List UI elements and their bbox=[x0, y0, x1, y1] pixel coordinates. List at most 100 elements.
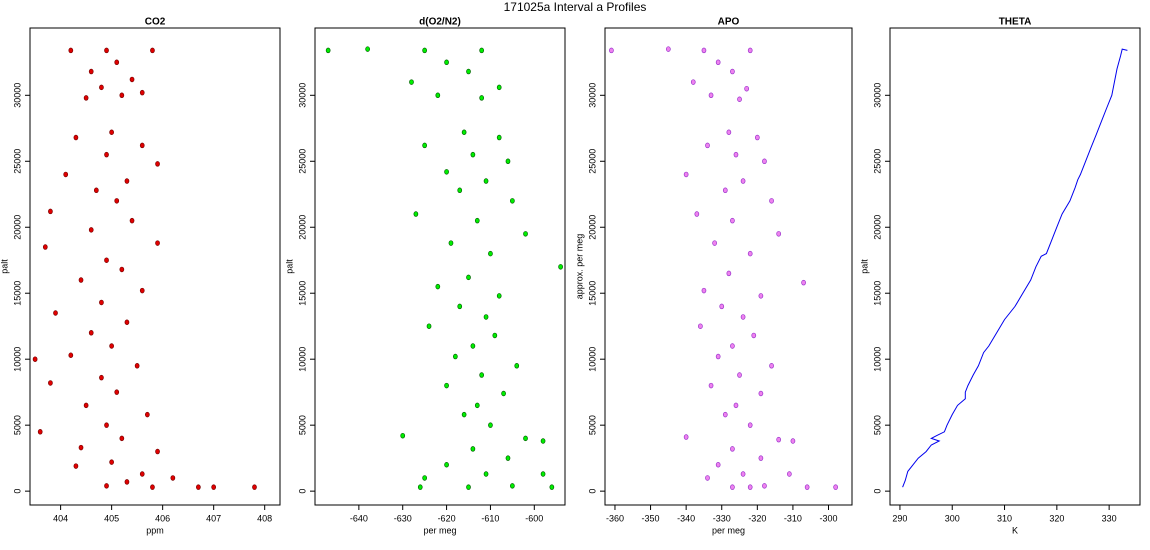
y-axis-label: approx. per meg bbox=[574, 234, 584, 300]
data-point bbox=[129, 217, 135, 224]
x-tick-label: 320 bbox=[1049, 513, 1064, 523]
data-point bbox=[83, 95, 89, 101]
data-point bbox=[470, 446, 476, 452]
data-point bbox=[448, 240, 454, 246]
x-tick-label: -340 bbox=[677, 513, 695, 523]
y-tick-label: 5000 bbox=[587, 415, 597, 435]
x-tick-label: 407 bbox=[206, 513, 221, 523]
data-point bbox=[483, 471, 489, 477]
data-point bbox=[730, 446, 735, 452]
y-tick-label: 0 bbox=[872, 489, 882, 494]
data-point bbox=[505, 455, 511, 461]
data-point bbox=[444, 169, 449, 175]
data-point bbox=[751, 332, 757, 339]
data-point bbox=[444, 462, 449, 468]
data-point bbox=[48, 380, 53, 386]
y-tick-label: 5000 bbox=[872, 415, 882, 435]
data-point bbox=[474, 217, 480, 224]
data-point bbox=[758, 455, 764, 461]
data-point bbox=[496, 84, 502, 91]
data-point bbox=[609, 47, 614, 54]
data-point bbox=[496, 293, 502, 299]
data-point bbox=[483, 178, 489, 184]
data-point bbox=[740, 178, 746, 184]
plot-frame bbox=[889, 27, 1141, 506]
data-point bbox=[523, 231, 528, 237]
data-point bbox=[726, 129, 732, 135]
data-point bbox=[747, 484, 753, 490]
panel-title: APO bbox=[718, 17, 740, 28]
panel-title: THETA bbox=[999, 17, 1032, 28]
data-point bbox=[68, 352, 74, 358]
data-point bbox=[435, 92, 441, 99]
data-point bbox=[740, 471, 746, 477]
data-point bbox=[426, 323, 432, 329]
data-point bbox=[833, 484, 838, 490]
x-tick-label: -640 bbox=[350, 513, 368, 523]
y-axis-label: palt bbox=[284, 259, 294, 274]
data-point bbox=[758, 390, 764, 397]
y-tick-label: 25000 bbox=[587, 149, 597, 174]
x-tick-label: -330 bbox=[713, 513, 731, 523]
data-point bbox=[705, 142, 710, 149]
data-point bbox=[211, 484, 217, 490]
data-point bbox=[705, 475, 710, 481]
x-tick-label: -320 bbox=[748, 513, 766, 523]
y-axis-label: palt bbox=[0, 259, 9, 274]
data-point bbox=[144, 411, 150, 418]
data-point bbox=[139, 142, 145, 149]
data-point bbox=[129, 76, 135, 83]
y-tick-label: 30000 bbox=[12, 83, 22, 108]
data-point bbox=[683, 171, 689, 178]
y-tick-label: 0 bbox=[587, 489, 597, 494]
data-point bbox=[701, 47, 707, 54]
plot-frame bbox=[604, 27, 853, 506]
data-point bbox=[801, 279, 806, 286]
data-point bbox=[719, 303, 725, 310]
data-point bbox=[68, 47, 74, 54]
y-tick-label: 0 bbox=[12, 489, 22, 494]
data-point bbox=[549, 484, 555, 490]
y-tick-label: 15000 bbox=[872, 281, 882, 306]
data-point bbox=[483, 314, 489, 320]
data-point bbox=[769, 198, 774, 204]
data-point bbox=[139, 89, 145, 96]
data-point bbox=[730, 484, 735, 490]
data-point bbox=[124, 178, 130, 184]
y-tick-label: 20000 bbox=[297, 215, 307, 240]
data-point bbox=[744, 85, 750, 92]
data-point bbox=[488, 250, 493, 257]
data-point bbox=[510, 483, 515, 489]
x-tick-label: 310 bbox=[997, 513, 1012, 523]
data-point bbox=[730, 68, 735, 75]
data-point bbox=[88, 330, 94, 336]
data-point bbox=[474, 402, 480, 409]
data-point bbox=[114, 59, 120, 66]
data-point bbox=[104, 151, 109, 158]
y-tick-label: 25000 bbox=[297, 149, 307, 174]
data-point bbox=[737, 96, 742, 103]
data-point bbox=[510, 198, 515, 204]
data-point bbox=[409, 79, 414, 85]
data-point bbox=[470, 343, 476, 349]
data-point bbox=[457, 303, 463, 310]
x-axis-label: per meg bbox=[423, 525, 456, 535]
x-tick-label: -360 bbox=[606, 513, 624, 523]
data-point bbox=[99, 374, 104, 381]
data-point bbox=[666, 46, 671, 52]
data-point bbox=[413, 211, 419, 217]
y-tick-label: 30000 bbox=[297, 83, 307, 108]
data-point bbox=[747, 250, 753, 257]
data-point bbox=[453, 353, 458, 360]
y-tick-label: 10000 bbox=[872, 347, 882, 372]
data-point bbox=[417, 484, 423, 490]
data-point bbox=[114, 389, 120, 395]
data-point bbox=[444, 59, 449, 66]
data-point bbox=[48, 208, 53, 215]
x-tick-label: -630 bbox=[394, 513, 412, 523]
data-point bbox=[762, 158, 767, 165]
data-point bbox=[88, 68, 94, 75]
data-point bbox=[747, 47, 753, 54]
data-point bbox=[93, 187, 99, 194]
